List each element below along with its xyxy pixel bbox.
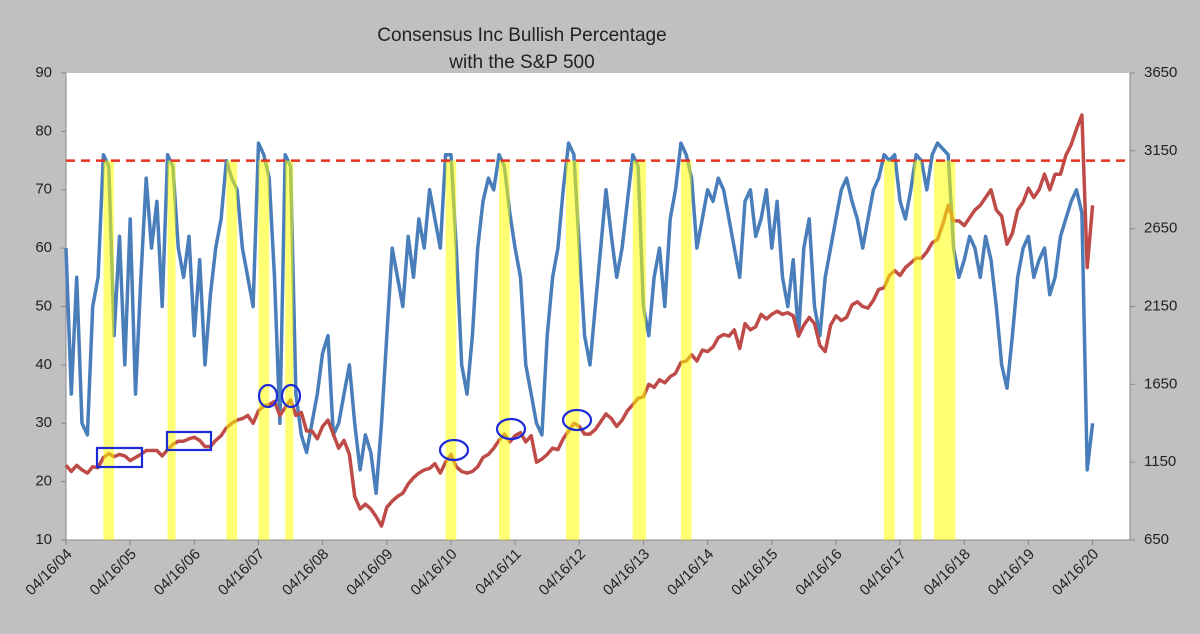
annotation-circle bbox=[280, 383, 302, 409]
y2-tick-label: 2150 bbox=[1144, 297, 1177, 314]
x-tick-label: 04/16/19 bbox=[985, 546, 1038, 599]
highlight-band bbox=[632, 160, 646, 540]
annotation-circle bbox=[561, 408, 593, 432]
y-tick-label: 40 bbox=[35, 356, 52, 373]
highlight-band bbox=[103, 160, 115, 540]
highlight-band bbox=[445, 160, 457, 540]
x-tick-label: 04/16/06 bbox=[151, 546, 204, 599]
x-tick-label: 04/16/13 bbox=[600, 546, 653, 599]
x-tick-label: 04/16/20 bbox=[1049, 546, 1102, 599]
y-tick-label: 70 bbox=[35, 181, 52, 198]
x-tick-label: 04/16/07 bbox=[215, 546, 268, 599]
y-tick-label: 50 bbox=[35, 297, 52, 314]
y2-tick-label: 3150 bbox=[1144, 142, 1177, 159]
x-tick-label: 04/16/14 bbox=[664, 546, 717, 599]
x-tick-label: 04/16/12 bbox=[536, 546, 589, 599]
y2-tick-label: 1150 bbox=[1144, 453, 1176, 470]
y-tick-label: 10 bbox=[35, 531, 52, 548]
highlight-band bbox=[913, 160, 922, 540]
highlight-band bbox=[258, 160, 270, 540]
y-tick-label: 60 bbox=[35, 239, 52, 256]
highlight-band bbox=[499, 160, 510, 540]
annotation-box bbox=[95, 446, 144, 469]
highlight-band bbox=[226, 160, 238, 540]
x-tick-label: 04/16/15 bbox=[728, 546, 781, 599]
highlight-band bbox=[884, 160, 895, 540]
x-tick-label: 04/16/10 bbox=[407, 546, 460, 599]
x-tick-label: 04/16/09 bbox=[343, 546, 396, 599]
x-tick-label: 04/16/11 bbox=[472, 546, 525, 599]
y-tick-label: 20 bbox=[35, 473, 52, 490]
annotation-circle bbox=[257, 383, 279, 409]
annotation-box bbox=[165, 430, 213, 452]
y2-tick-label: 2650 bbox=[1144, 220, 1177, 237]
x-tick-label: 04/16/08 bbox=[279, 546, 332, 599]
series-line bbox=[64, 113, 1095, 528]
plot-area bbox=[66, 73, 1130, 540]
annotations bbox=[95, 383, 593, 469]
x-tick-label: 04/16/18 bbox=[921, 546, 974, 599]
chart-subtitle: with the S&P 500 bbox=[448, 52, 594, 73]
chart-title: Consensus Inc Bullish Percentage bbox=[377, 25, 666, 46]
y-tick-label: 80 bbox=[35, 122, 52, 139]
x-tick-label: 04/16/04 bbox=[22, 546, 75, 599]
highlight-band bbox=[565, 160, 580, 540]
y2-tick-label: 650 bbox=[1144, 531, 1169, 548]
highlight-band bbox=[167, 160, 176, 540]
y2-tick-label: 3650 bbox=[1144, 64, 1177, 81]
y-tick-label: 90 bbox=[35, 64, 52, 81]
x-tick-label: 04/16/16 bbox=[792, 546, 845, 599]
y-tick-label: 30 bbox=[35, 414, 52, 431]
annotation-circle bbox=[495, 417, 527, 441]
x-tick-label: 04/16/05 bbox=[86, 546, 139, 599]
highlight-band bbox=[933, 160, 956, 540]
highlight-band bbox=[285, 160, 294, 540]
x-tick-label: 04/16/17 bbox=[856, 546, 909, 599]
y2-tick-label: 1650 bbox=[1144, 375, 1177, 392]
highlight-band bbox=[680, 160, 692, 540]
annotation-circle bbox=[438, 438, 470, 462]
